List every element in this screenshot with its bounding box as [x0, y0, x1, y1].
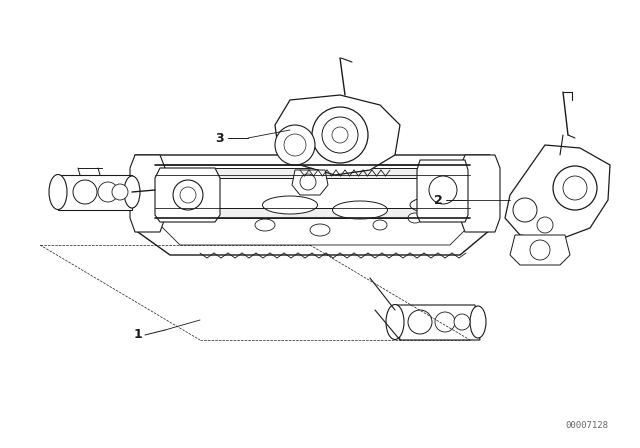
Polygon shape: [395, 305, 480, 340]
Circle shape: [429, 176, 457, 204]
Polygon shape: [460, 155, 500, 232]
Ellipse shape: [333, 201, 387, 219]
Polygon shape: [135, 155, 490, 255]
Circle shape: [454, 314, 470, 330]
Circle shape: [537, 217, 553, 233]
Polygon shape: [155, 165, 475, 245]
Polygon shape: [505, 145, 610, 240]
Circle shape: [513, 198, 537, 222]
Ellipse shape: [124, 176, 140, 208]
Ellipse shape: [255, 219, 275, 231]
Ellipse shape: [310, 224, 330, 236]
Polygon shape: [58, 175, 132, 210]
Circle shape: [98, 182, 118, 202]
Polygon shape: [275, 95, 400, 175]
Ellipse shape: [386, 305, 404, 340]
Text: 3: 3: [216, 132, 224, 145]
Circle shape: [173, 180, 203, 210]
Ellipse shape: [470, 306, 486, 338]
Text: 00007128: 00007128: [565, 421, 608, 430]
Circle shape: [322, 117, 358, 153]
Ellipse shape: [408, 213, 422, 223]
Ellipse shape: [49, 175, 67, 210]
Ellipse shape: [262, 196, 317, 214]
Polygon shape: [130, 155, 165, 232]
Text: 2: 2: [434, 194, 442, 207]
Text: 1: 1: [134, 328, 142, 341]
Circle shape: [180, 187, 196, 203]
Ellipse shape: [410, 198, 450, 212]
Circle shape: [112, 184, 128, 200]
Circle shape: [332, 127, 348, 143]
Circle shape: [553, 166, 597, 210]
Ellipse shape: [373, 220, 387, 230]
Circle shape: [284, 134, 306, 156]
Polygon shape: [140, 208, 480, 218]
Circle shape: [73, 180, 97, 204]
Polygon shape: [140, 168, 480, 178]
Polygon shape: [510, 235, 570, 265]
Polygon shape: [155, 168, 220, 222]
Circle shape: [563, 176, 587, 200]
Circle shape: [408, 310, 432, 334]
Circle shape: [435, 312, 455, 332]
Circle shape: [312, 107, 368, 163]
Circle shape: [275, 125, 315, 165]
Circle shape: [530, 240, 550, 260]
Circle shape: [300, 174, 316, 190]
Polygon shape: [292, 170, 328, 195]
Polygon shape: [417, 160, 468, 222]
